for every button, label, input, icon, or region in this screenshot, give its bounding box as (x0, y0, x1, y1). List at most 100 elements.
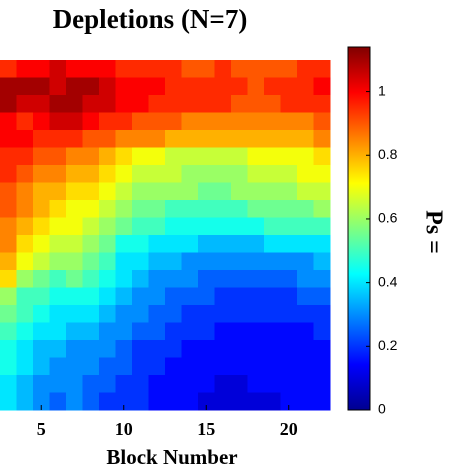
heatmap-cell (231, 392, 248, 411)
heatmap-cell (165, 305, 182, 323)
heatmap-cell (66, 112, 83, 131)
heatmap-cell (280, 235, 298, 253)
heatmap-cell (99, 235, 116, 253)
heatmap-cell (214, 77, 232, 96)
heatmap-cell (132, 305, 149, 323)
heatmap-cell (99, 77, 116, 96)
heatmap-cell (231, 130, 248, 148)
heatmap-cell (99, 60, 116, 78)
heatmap-cell (66, 340, 83, 358)
heatmap-cell (214, 270, 232, 288)
heatmap-cell (49, 270, 67, 288)
heatmap-cell (297, 130, 314, 148)
heatmap-cell (231, 340, 248, 358)
heatmap-cell (82, 95, 100, 113)
heatmap-cell (33, 375, 50, 393)
heatmap-cell (198, 357, 215, 376)
heatmap-cell (181, 77, 199, 96)
heatmap-cell (33, 130, 50, 148)
heatmap-cell (264, 357, 281, 376)
heatmap-cell (280, 340, 298, 358)
heatmap-cell (33, 305, 50, 323)
heatmap-cell (132, 392, 149, 411)
heatmap-cell (0, 392, 17, 411)
heatmap-cell (99, 252, 116, 271)
heatmap-cell (247, 95, 265, 113)
heatmap-cell (198, 287, 215, 306)
heatmap-cell (49, 112, 67, 131)
heatmap-cell (33, 392, 50, 411)
heatmap-cell (297, 287, 314, 306)
heatmap-cell (231, 252, 248, 271)
heatmap-cell (247, 182, 265, 201)
heatmap-cell (82, 287, 100, 306)
heatmap-cell (0, 305, 17, 323)
heatmap-cell (16, 270, 34, 288)
heatmap-cell (181, 235, 199, 253)
heatmap-cell (247, 235, 265, 253)
heatmap-cell (115, 200, 133, 218)
heatmap-cell (247, 375, 265, 393)
heatmap-cell (313, 305, 331, 323)
heatmap-cell (280, 182, 298, 201)
heatmap-cell (280, 217, 298, 236)
heatmap-cell (132, 130, 149, 148)
heatmap-cell (16, 147, 34, 166)
heatmap-cell (165, 235, 182, 253)
heatmap-cell (16, 375, 34, 393)
heatmap-cell (99, 392, 116, 411)
heatmap-cell (181, 357, 199, 376)
heatmap-cell (132, 95, 149, 113)
heatmap-cell (313, 235, 331, 253)
heatmap-cell (181, 182, 199, 201)
heatmap-cell (33, 217, 50, 236)
heatmap-cell (148, 130, 166, 148)
heatmap-cell (231, 322, 248, 341)
heatmap-cell (33, 112, 50, 131)
heatmap-cell (82, 270, 100, 288)
heatmap-cell (16, 340, 34, 358)
heatmap-cell (0, 95, 17, 113)
heatmap-cell (99, 322, 116, 341)
heatmap-cell (82, 305, 100, 323)
heatmap-cell (49, 165, 67, 183)
heatmap-cell (313, 165, 331, 183)
heatmap-cell (115, 95, 133, 113)
heatmap-cell (198, 305, 215, 323)
heatmap-cell (148, 375, 166, 393)
heatmap-cell (181, 200, 199, 218)
heatmap-cell (198, 252, 215, 271)
heatmap-cell (66, 200, 83, 218)
heatmap-cell (148, 357, 166, 376)
heatmap-cell (297, 322, 314, 341)
heatmap-cell (82, 235, 100, 253)
heatmap-cell (0, 200, 17, 218)
heatmap-cell (280, 200, 298, 218)
heatmap-cell (247, 200, 265, 218)
heatmap-cell (33, 77, 50, 96)
heatmap-cell (0, 165, 17, 183)
heatmap-cell (16, 217, 34, 236)
heatmap-cell (231, 375, 248, 393)
heatmap-cell (165, 165, 182, 183)
heatmap-cell (231, 95, 248, 113)
heatmap-cell (247, 340, 265, 358)
heatmap-cell (33, 340, 50, 358)
heatmap-cell (148, 95, 166, 113)
colorbar-tick-label: 0 (378, 401, 386, 417)
heatmap-cell (214, 392, 232, 411)
heatmap-cell (247, 305, 265, 323)
heatmap-cell (313, 375, 331, 393)
heatmap-cell (181, 60, 199, 78)
heatmap-cell (198, 130, 215, 148)
heatmap-cell (33, 182, 50, 201)
heatmap-cell (132, 322, 149, 341)
heatmap-cell (0, 130, 17, 148)
heatmap-cell (0, 77, 17, 96)
heatmap-cell (16, 357, 34, 376)
heatmap-cell (280, 357, 298, 376)
heatmap-cell (33, 235, 50, 253)
heatmap-cell (264, 392, 281, 411)
heatmap-cell (115, 270, 133, 288)
